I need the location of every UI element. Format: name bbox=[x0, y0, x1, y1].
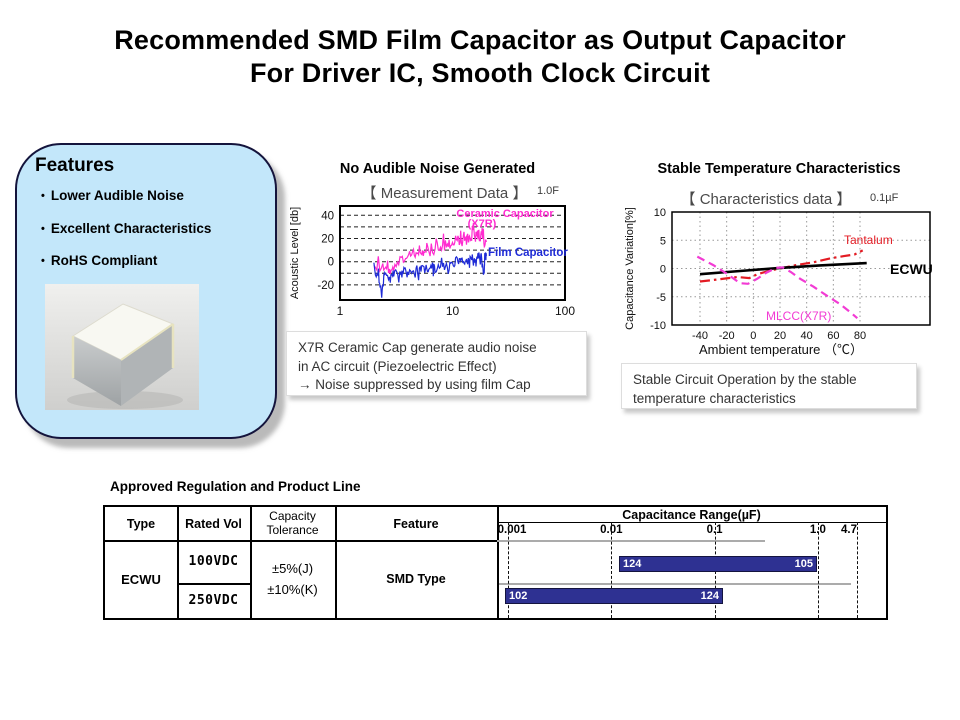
bar-end-label: 124 bbox=[700, 590, 719, 602]
page-title-line2: For Driver IC, Smooth Clock Circuit bbox=[249, 58, 711, 88]
svg-text:Ambient temperature （℃）: Ambient temperature （℃） bbox=[699, 342, 863, 357]
col-header-feature: Feature bbox=[393, 516, 439, 531]
tolerance-line: ±5%(J) bbox=[271, 560, 314, 576]
scale-label: 4.7 bbox=[841, 524, 857, 536]
scale-label: 0.01 bbox=[600, 524, 623, 536]
noise-chart-subtitle-row: 【 Measurement Data 】 1.0F bbox=[285, 182, 590, 203]
product-table-title: Approved Regulation and Product Line bbox=[110, 479, 361, 494]
range-gridline bbox=[508, 522, 509, 618]
temp-chart-subtitle: 【 Characteristics data 】 bbox=[680, 191, 852, 208]
temp-chart: 10 5 0 -5 -10 -40 -20 0 20 40 60 80 Capacitance Vari… bbox=[624, 207, 933, 357]
svg-text:ECWU: ECWU bbox=[890, 261, 933, 277]
table-divider bbox=[105, 540, 497, 542]
capacitance-range-bar: 102 124 bbox=[505, 588, 723, 604]
temp-chart-subtitle-row: 【 Characteristics data 】 0.1µF bbox=[618, 188, 940, 209]
scale-label: 0.001 bbox=[497, 524, 527, 536]
table-divider bbox=[335, 507, 337, 618]
svg-text:-10: -10 bbox=[650, 320, 666, 332]
cell-rated-250vdc: 250VDC bbox=[188, 593, 239, 608]
page-title-line1: Recommended SMD Film Capacitor as Output… bbox=[114, 25, 846, 55]
svg-text:5: 5 bbox=[660, 235, 666, 247]
cell-type-value: ECWU bbox=[121, 571, 161, 587]
feature-item: • RoHS Compliant bbox=[41, 253, 275, 269]
table-divider bbox=[177, 507, 179, 618]
scale-label: 0.1 bbox=[706, 524, 723, 536]
capacitor-photo-image bbox=[45, 284, 199, 410]
range-gridline bbox=[817, 522, 819, 618]
table-divider bbox=[497, 522, 886, 523]
svg-text:60: 60 bbox=[827, 330, 839, 342]
svg-text:0: 0 bbox=[328, 257, 334, 269]
features-heading: Features bbox=[35, 155, 115, 176]
noise-caption: X7R Ceramic Cap generate audio noise in … bbox=[286, 331, 587, 396]
svg-text:1: 1 bbox=[337, 304, 344, 318]
svg-text:10: 10 bbox=[654, 207, 666, 219]
svg-text:40: 40 bbox=[801, 330, 813, 342]
tolerance-line: ±10%(K) bbox=[267, 582, 318, 597]
table-divider bbox=[499, 583, 851, 585]
svg-text:100: 100 bbox=[555, 304, 575, 318]
feature-item-label: Excellent Characteristics bbox=[50, 220, 212, 236]
range-header: Capacitance Range(µF) bbox=[622, 507, 761, 522]
svg-text:Acoustic Level [db]: Acoustic Level [db] bbox=[289, 207, 301, 299]
cell-feature-value: SMD Type bbox=[386, 572, 446, 586]
col-header-rated-vol: Rated Vol bbox=[185, 516, 242, 531]
svg-text:40: 40 bbox=[321, 210, 334, 222]
svg-text:-5: -5 bbox=[656, 292, 666, 304]
svg-text:Film Capacitor: Film Capacitor bbox=[488, 247, 568, 259]
product-table: Type Rated Vol Capacity Tolerance Featur… bbox=[103, 505, 888, 620]
feature-item: • Lower Audible Noise bbox=[41, 188, 275, 204]
capacitance-range-area: Capacitance Range(µF) 0.001 0.01 0.1 1.0 4.7… bbox=[497, 507, 886, 618]
noise-chart: 40 20 0 -201 10 100 Acoustic Level [db] Ceramic… bbox=[289, 205, 575, 318]
svg-text:80: 80 bbox=[854, 330, 866, 342]
svg-text:MLCC(X7R): MLCC(X7R) bbox=[766, 309, 831, 323]
capacitance-range-bar: 124 105 bbox=[619, 556, 817, 572]
svg-text:Tantalum: Tantalum bbox=[844, 233, 893, 247]
col-header-type: Type bbox=[126, 516, 156, 531]
svg-text:10: 10 bbox=[446, 304, 460, 318]
bar-start-label: 102 bbox=[509, 590, 528, 602]
temp-chart-condition: 0.1µF bbox=[870, 192, 899, 204]
svg-text:(X7R): (X7R) bbox=[468, 218, 497, 230]
table-divider bbox=[497, 507, 499, 618]
bullet-icon: • bbox=[41, 190, 45, 202]
bar-end-label: 105 bbox=[794, 558, 813, 570]
noise-section-heading: No Audible Noise Generated bbox=[339, 161, 536, 177]
feature-item-label: Lower Audible Noise bbox=[50, 188, 184, 203]
bullet-icon: • bbox=[41, 222, 45, 235]
noise-chart-condition: 1.0F bbox=[537, 185, 560, 197]
table-divider bbox=[250, 507, 252, 618]
features-panel: Features • Lower Audible Noise • Excellent… bbox=[15, 143, 277, 439]
svg-text:-40: -40 bbox=[692, 330, 708, 342]
svg-text:-20: -20 bbox=[317, 280, 334, 292]
feature-item-label: RoHS Compliant bbox=[50, 253, 158, 269]
capacitor-photo bbox=[45, 284, 199, 410]
svg-text:0: 0 bbox=[660, 264, 666, 276]
temp-caption: Stable Circuit Operation by the stable t… bbox=[621, 363, 917, 409]
bar-start-label: 124 bbox=[623, 558, 642, 570]
table-divider bbox=[177, 583, 250, 585]
range-gridline bbox=[857, 522, 858, 618]
cell-tolerance: ±5%(J) ±10%(K) bbox=[250, 540, 335, 618]
feature-item: • Excellent Characteristics bbox=[41, 221, 275, 237]
svg-text:Capacitance Variation[%]: Capacitance Variation[%] bbox=[624, 207, 636, 330]
table-divider bbox=[497, 540, 765, 542]
svg-text:20: 20 bbox=[774, 330, 786, 342]
col-header-capacity-tolerance: Capacity Tolerance bbox=[266, 508, 319, 537]
scale-label: 1.0 bbox=[809, 524, 826, 536]
svg-text:-20: -20 bbox=[719, 330, 735, 342]
bullet-icon: • bbox=[41, 255, 45, 268]
svg-text:Ceramic Capacitor: Ceramic Capacitor bbox=[456, 208, 554, 220]
range-gridline bbox=[611, 522, 613, 618]
cell-rated-100vdc: 100VDC bbox=[188, 554, 239, 569]
temp-section-heading: Stable Temperature Characteristics bbox=[657, 161, 901, 177]
svg-text:0: 0 bbox=[750, 330, 756, 342]
svg-text:20: 20 bbox=[321, 233, 334, 245]
page-title: Recommended SMD Film Capacitor as Output… bbox=[0, 24, 960, 90]
noise-chart-subtitle: 【 Measurement Data 】 bbox=[361, 185, 528, 202]
